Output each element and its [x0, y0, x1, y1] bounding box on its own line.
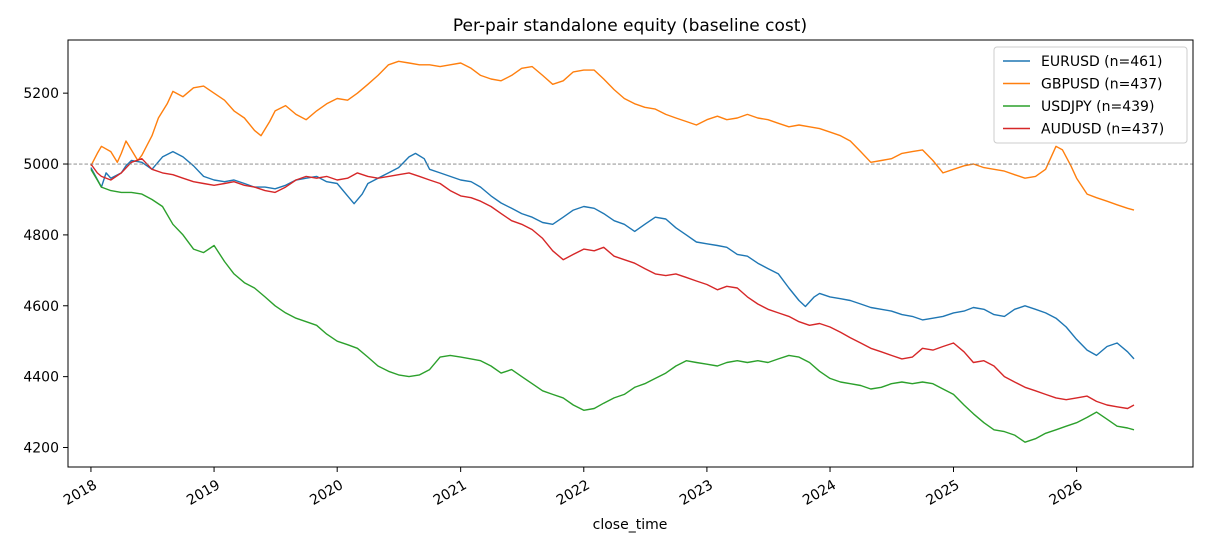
x-tick-label: 2018 — [61, 477, 100, 509]
x-axis: 2018 2019 2020 2021 2022 2023 2024 2025 2026 — [61, 467, 1086, 509]
y-tick-label: 4200 — [23, 441, 59, 457]
x-tick-label: 2022 — [554, 477, 593, 509]
x-tick-label: 2024 — [800, 477, 839, 509]
legend-label: EURUSD (n=461) — [1041, 54, 1162, 70]
series-line-usdjpy — [90, 168, 1135, 443]
series-line-gbpusd — [90, 60, 1135, 211]
series-layer — [90, 60, 1135, 443]
x-tick-label: 2026 — [1047, 477, 1086, 509]
x-tick-label: 2021 — [431, 477, 470, 509]
series-line-audusd — [90, 158, 1135, 410]
legend-label: AUDUSD (n=437) — [1041, 122, 1164, 138]
x-tick-label: 2020 — [307, 477, 346, 509]
y-tick-label: 4600 — [23, 299, 59, 315]
plot-frame — [67, 39, 1194, 468]
legend-label: GBPUSD (n=437) — [1041, 77, 1163, 93]
series-line-eurusd — [90, 150, 1135, 360]
legend-label: USDJPY (n=439) — [1041, 99, 1154, 115]
legend-box — [993, 46, 1188, 144]
y-axis: 4200 4400 4600 4800 5000 5200 — [23, 86, 68, 457]
x-tick-label: 2019 — [184, 477, 223, 509]
x-axis-label: close_time — [593, 517, 668, 533]
x-tick-label: 2025 — [924, 477, 963, 509]
y-tick-label: 4800 — [23, 228, 59, 244]
y-tick-label: 5200 — [23, 86, 59, 102]
chart-title: Per-pair standalone equity (baseline cos… — [453, 16, 807, 36]
legend: EURUSD (n=461) GBPUSD (n=437) USDJPY (n=43… — [993, 46, 1188, 144]
x-tick-label: 2023 — [677, 477, 716, 509]
y-tick-label: 5000 — [23, 157, 59, 173]
y-tick-label: 4400 — [23, 370, 59, 386]
